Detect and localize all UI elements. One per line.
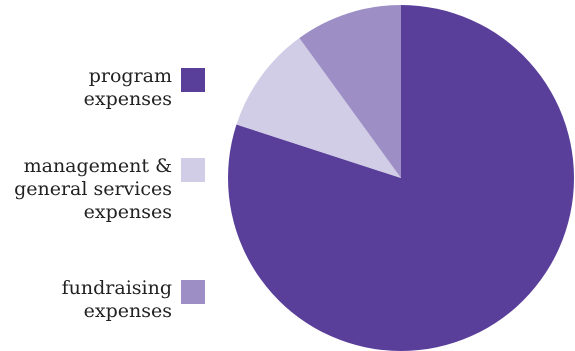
pie-slice-2 bbox=[299, 5, 401, 178]
legend-swatch bbox=[181, 68, 205, 92]
pie-slice-1 bbox=[236, 38, 401, 178]
pie-slice-0 bbox=[228, 5, 575, 351]
legend-item-program-expenses: program expenses bbox=[84, 65, 205, 111]
legend-item-fundraising-expenses: fundraising expenses bbox=[62, 277, 205, 323]
legend-label: program expenses bbox=[83, 65, 172, 110]
legend-swatch bbox=[181, 158, 205, 182]
legend-swatch bbox=[181, 280, 205, 304]
legend-item-management-general-services-expenses: management & general services expenses bbox=[14, 155, 205, 224]
chart-legend: program expenses management & general se… bbox=[0, 0, 205, 351]
legend-label: management & general services expenses bbox=[14, 155, 172, 223]
legend-label: fundraising expenses bbox=[61, 277, 172, 322]
